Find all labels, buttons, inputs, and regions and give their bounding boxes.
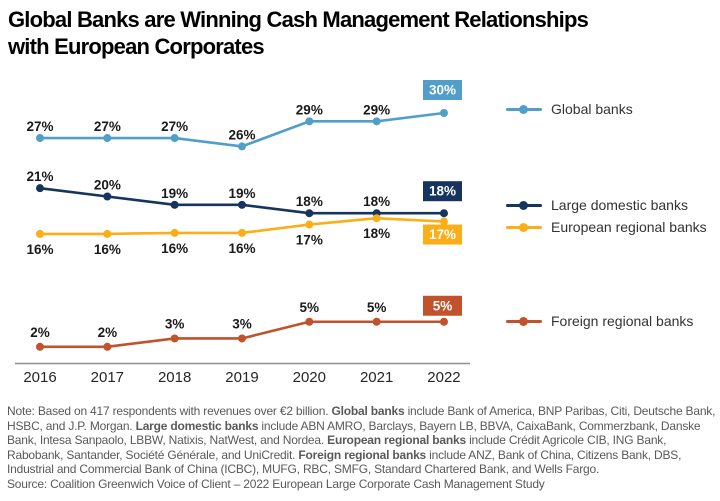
legend-label: European regional banks (551, 219, 707, 235)
legend-label: Foreign regional banks (551, 313, 694, 329)
data-label-european-regional-banks: 18% (363, 226, 390, 241)
data-label-large-domestic-banks: 18% (296, 194, 323, 209)
x-axis-label: 2018 (158, 369, 191, 386)
data-label-large-domestic-banks: 19% (228, 186, 255, 201)
end-value-box-foreign-regional-banks (423, 295, 462, 316)
data-point-european-regional-banks (103, 229, 112, 238)
data-point-european-regional-banks (36, 229, 44, 238)
end-value-box-european-regional-banks (423, 224, 462, 245)
note-segment: include Bank of America, BNP Paribas, Ci… (7, 404, 716, 433)
chart-title-line1: Global Banks are Winning Cash Management… (8, 7, 589, 32)
line-dot-marker-icon (506, 200, 542, 210)
end-value-box-global-banks (423, 80, 462, 100)
data-label-large-domestic-banks: 21% (26, 169, 53, 184)
legend-item-global-banks: Global banks (506, 99, 633, 119)
data-point-global-banks (372, 117, 381, 126)
note-segment: Large domestic banks (135, 418, 259, 433)
data-point-large-domestic-banks (103, 192, 112, 201)
x-axis-label: 2020 (293, 369, 326, 386)
source-text: Source: Coalition Greenwich Voice of Cli… (7, 476, 545, 491)
note-segment: include ANZ, Bank of China, Citizens Ban… (7, 447, 682, 477)
data-point-foreign-regional-banks (305, 317, 314, 326)
data-label-foreign-regional-banks: 3% (232, 316, 252, 331)
data-point-large-domestic-banks (237, 200, 246, 209)
data-label-foreign-regional-banks: 2% (30, 325, 50, 340)
note-segment: include ABN AMRO, Barclays, Bayern LB, B… (7, 418, 701, 448)
data-label-european-regional-banks: 16% (94, 242, 121, 257)
data-label-global-banks: 27% (161, 119, 188, 134)
x-axis-label: 2021 (360, 369, 393, 386)
data-label-global-banks: 29% (296, 102, 323, 117)
data-label-large-domestic-banks: 19% (161, 186, 188, 201)
legend-label: Global banks (551, 101, 633, 117)
data-point-global-banks (237, 142, 246, 151)
data-point-european-regional-banks (237, 228, 246, 237)
data-label-global-banks: 27% (94, 119, 121, 134)
data-point-foreign-regional-banks (237, 334, 246, 343)
data-label-european-regional-banks: 17% (296, 233, 323, 248)
legend-item-large-domestic-banks: Large domestic banks (506, 195, 688, 215)
data-label-large-domestic-banks: 20% (94, 178, 121, 193)
data-point-foreign-regional-banks (36, 342, 44, 351)
data-point-european-regional-banks (372, 214, 381, 223)
data-label-foreign-regional-banks: 3% (165, 316, 185, 331)
data-point-large-domestic-banks (170, 200, 179, 209)
data-label-foreign-regional-banks: 5% (367, 300, 387, 315)
data-point-european-regional-banks (305, 220, 314, 229)
data-label-european-regional-banks: 16% (161, 241, 188, 256)
chart-title-line2: with European Corporates (8, 34, 265, 59)
data-label-european-regional-banks: 16% (228, 241, 255, 256)
note-segment: Note: Based on 417 respondents with reve… (7, 404, 332, 418)
data-label-global-banks: 27% (26, 119, 53, 134)
data-label-global-banks: 26% (228, 127, 255, 142)
data-label-global-banks: 29% (363, 102, 390, 117)
line-dot-marker-icon (506, 222, 542, 232)
x-axis-label: 2019 (225, 369, 258, 386)
end-value-label-large-domestic-banks: 18% (429, 184, 456, 199)
data-point-european-regional-banks (170, 228, 179, 237)
data-point-global-banks (305, 117, 314, 126)
data-point-foreign-regional-banks (103, 342, 112, 351)
note-segment: Global banks (331, 404, 405, 418)
data-label-large-domestic-banks: 18% (363, 194, 390, 209)
data-label-foreign-regional-banks: 5% (300, 300, 320, 315)
line-dot-marker-icon (506, 316, 542, 326)
data-point-global-banks (439, 109, 448, 117)
end-value-label-foreign-regional-banks: 5% (433, 298, 453, 313)
data-point-foreign-regional-banks (439, 317, 448, 326)
data-point-large-domestic-banks (305, 209, 314, 218)
footnote: Note: Based on 417 respondents with reve… (7, 404, 719, 492)
legend-item-european-regional-banks: European regional banks (506, 217, 707, 237)
data-point-global-banks (170, 134, 179, 143)
data-label-foreign-regional-banks: 2% (98, 325, 118, 340)
chart-title: Global Banks are Winning Cash Management… (8, 6, 708, 60)
end-value-box-large-domestic-banks (423, 181, 462, 202)
line-dot-marker-icon (506, 104, 542, 114)
data-label-european-regional-banks: 16% (26, 242, 53, 257)
x-axis-label: 2017 (91, 369, 124, 386)
data-point-large-domestic-banks (439, 209, 448, 218)
data-point-global-banks (36, 134, 44, 143)
x-axis-label: 2016 (23, 369, 56, 386)
data-point-large-domestic-banks (36, 184, 44, 193)
x-axis-label: 2022 (427, 369, 460, 386)
end-value-label-european-regional-banks: 17% (429, 227, 456, 242)
note-segment: European regional banks (327, 433, 466, 448)
note-segment: include Crédit Agricole CIB, ING Bank, R… (7, 433, 667, 462)
end-value-label-global-banks: 30% (429, 83, 456, 98)
data-point-foreign-regional-banks (372, 317, 381, 326)
data-point-global-banks (103, 134, 112, 143)
data-point-foreign-regional-banks (170, 334, 179, 343)
note-segment: Foreign regional banks (298, 447, 427, 462)
data-point-european-regional-banks (439, 217, 448, 226)
legend-item-foreign-regional-banks: Foreign regional banks (506, 311, 693, 331)
note-text: Note: Based on 417 respondents with reve… (7, 404, 719, 477)
legend-label: Large domestic banks (551, 197, 688, 213)
